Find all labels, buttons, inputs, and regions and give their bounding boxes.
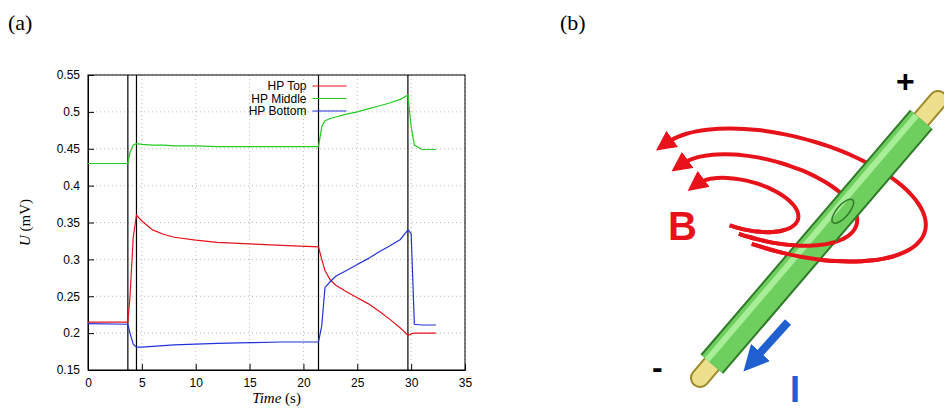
grid	[88, 75, 465, 370]
sleeve	[712, 119, 921, 364]
x-axis: 0 5 10 15 20 25 30 35	[85, 364, 472, 390]
grid-line	[249, 75, 250, 370]
legend-swatch	[313, 98, 347, 99]
tick-label: 0.5	[63, 105, 80, 119]
panel-label: (a)	[8, 10, 32, 35]
tick-label: 0.35	[57, 216, 81, 230]
tick-label: 35	[459, 376, 473, 390]
tick: 15	[243, 364, 257, 390]
tick-label: 0.2	[63, 326, 80, 340]
marker-line	[318, 75, 319, 370]
tick: 0.3	[63, 253, 94, 267]
tick-label: 0.25	[57, 290, 81, 304]
legend-swatch	[313, 110, 347, 111]
panel-label: (b)	[560, 10, 586, 35]
tick-label: 20	[297, 376, 311, 390]
tick: 0.5	[63, 105, 94, 119]
tick-mark	[88, 149, 94, 150]
tick-label: 25	[351, 376, 365, 390]
sleeve-highlight	[707, 115, 916, 360]
tick-label: 0	[85, 376, 92, 390]
plot-frame	[88, 75, 465, 370]
legend: HP TopHP MiddleHP Bottom	[249, 79, 347, 118]
tick: 10	[190, 364, 204, 390]
plot-area	[88, 75, 436, 370]
tick-mark	[88, 259, 94, 260]
diagram: B I + -	[652, 63, 938, 410]
tick-mark	[88, 223, 94, 224]
legend-swatch	[313, 85, 347, 86]
tick-label: 0.3	[63, 253, 80, 267]
tick-label: 0.15	[57, 363, 81, 377]
tick-mark	[88, 112, 94, 113]
series-line	[88, 230, 436, 347]
tick: 5	[139, 364, 146, 390]
marker-line	[407, 75, 408, 370]
series-line	[88, 95, 436, 164]
tick: 0.2	[63, 326, 94, 340]
tick-mark	[196, 364, 197, 370]
axis-title: U (mV)	[17, 199, 34, 246]
tick-label: 5	[139, 376, 146, 390]
tick: 25	[351, 364, 365, 390]
minus-label: -	[652, 349, 663, 385]
marker-line	[136, 75, 137, 370]
tick-mark	[303, 364, 304, 370]
tick-mark	[88, 186, 94, 187]
tick: 30	[405, 364, 419, 390]
axis-title: Time (s)	[252, 390, 301, 407]
sleeve-band	[828, 196, 857, 227]
series-line	[88, 215, 436, 335]
field-line-front	[752, 244, 894, 262]
tick: 35	[459, 364, 473, 390]
chart: 0 5 10 15 20 25 30 35 0.15 0.2 0.25 0.3 0.35 0.4 0.45 0…	[17, 68, 472, 407]
rod-outline	[700, 100, 938, 378]
tick-label: 0.45	[57, 142, 81, 156]
field-line	[696, 178, 799, 232]
tick-mark	[411, 364, 412, 370]
tick-mark	[250, 364, 251, 370]
rod	[700, 100, 938, 378]
tick-mark	[88, 333, 94, 334]
tick-label: 30	[405, 376, 419, 390]
plus-label: +	[896, 63, 915, 99]
tick-label: 10	[190, 376, 204, 390]
tick: 20	[297, 364, 311, 390]
tick-mark	[88, 296, 94, 297]
field-label: B	[668, 204, 697, 248]
legend-label: HP Bottom	[249, 104, 307, 118]
grid-line	[141, 75, 142, 370]
tick-mark	[142, 364, 143, 370]
field-line-front	[730, 225, 786, 232]
tick-label: 15	[243, 376, 257, 390]
tick-label: 0.55	[57, 68, 81, 82]
current-label: I	[790, 369, 800, 410]
sleeve-outline	[712, 119, 921, 364]
current-arrow	[752, 322, 788, 362]
grid-line	[303, 75, 304, 370]
figure: (a) (b) 0 5 10 15 20 25 30 35 0.15 0.2 0.25 0.3 0.35 0.…	[0, 0, 944, 416]
tick-mark	[357, 364, 358, 370]
tick: 0.4	[63, 179, 94, 193]
tick-label: 0.4	[63, 179, 80, 193]
